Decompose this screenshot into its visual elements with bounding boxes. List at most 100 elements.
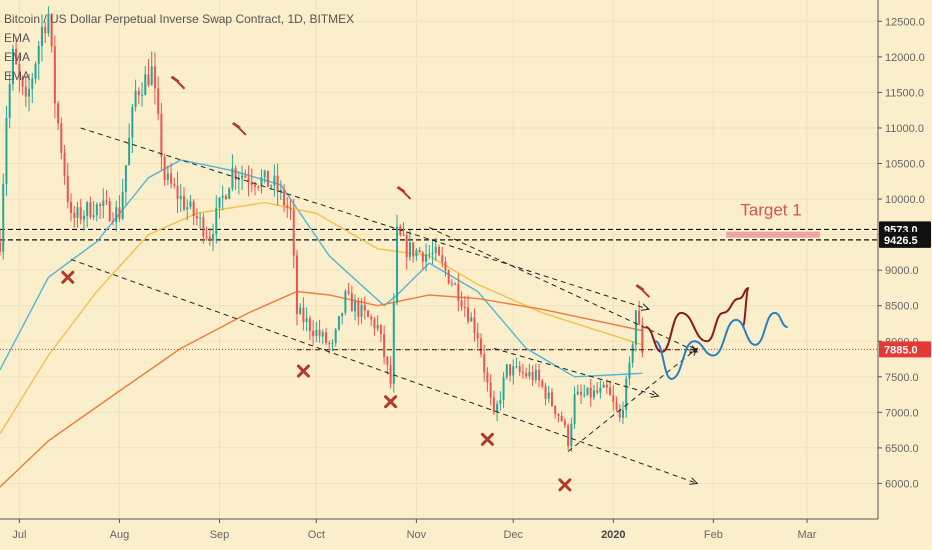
candle-body[interactable]	[195, 215, 198, 219]
candle-body[interactable]	[208, 236, 211, 240]
candle-body[interactable]	[241, 175, 244, 179]
candle-body[interactable]	[231, 168, 234, 189]
candle-body[interactable]	[363, 304, 366, 311]
candle-body[interactable]	[312, 330, 315, 336]
candle-body[interactable]	[260, 177, 263, 187]
candle-body[interactable]	[509, 364, 512, 376]
candle-body[interactable]	[60, 123, 63, 153]
candle-body[interactable]	[182, 196, 185, 210]
candle-body[interactable]	[573, 394, 576, 424]
candle-body[interactable]	[618, 409, 621, 418]
candle-body[interactable]	[15, 48, 18, 65]
candle-body[interactable]	[124, 165, 127, 192]
candle-body[interactable]	[157, 88, 160, 114]
candle-body[interactable]	[199, 217, 202, 219]
candle-body[interactable]	[0, 241, 2, 252]
candle-body[interactable]	[444, 261, 447, 271]
candle-body[interactable]	[315, 329, 318, 336]
candle-body[interactable]	[483, 354, 486, 373]
candle-body[interactable]	[147, 74, 150, 86]
candle-body[interactable]	[344, 291, 347, 313]
candle-body[interactable]	[386, 357, 389, 365]
candle-body[interactable]	[631, 344, 634, 363]
candle-body[interactable]	[479, 338, 482, 355]
candle-body[interactable]	[111, 220, 114, 222]
candle-body[interactable]	[73, 212, 76, 219]
candle-body[interactable]	[11, 48, 14, 85]
candle-body[interactable]	[192, 201, 195, 216]
candle-body[interactable]	[95, 204, 98, 216]
candle-body[interactable]	[638, 310, 641, 325]
candle-body[interactable]	[360, 304, 363, 317]
candle-body[interactable]	[602, 384, 605, 388]
candle-body[interactable]	[150, 66, 153, 86]
candle-body[interactable]	[354, 301, 357, 312]
candle-body[interactable]	[570, 423, 573, 447]
candle-body[interactable]	[337, 316, 340, 330]
candle-body[interactable]	[550, 392, 553, 406]
candle-body[interactable]	[218, 197, 221, 208]
candle-body[interactable]	[576, 391, 579, 395]
candle-body[interactable]	[376, 324, 379, 329]
candle-body[interactable]	[179, 196, 182, 199]
candle-body[interactable]	[299, 307, 302, 314]
candle-body[interactable]	[389, 364, 392, 384]
candle-body[interactable]	[331, 342, 334, 344]
candle-body[interactable]	[263, 170, 266, 178]
candle-body[interactable]	[50, 13, 53, 47]
candle-body[interactable]	[486, 372, 489, 383]
candle-body[interactable]	[44, 26, 47, 34]
candle-body[interactable]	[273, 175, 276, 186]
candle-body[interactable]	[596, 390, 599, 393]
candle-body[interactable]	[473, 317, 476, 333]
candle-body[interactable]	[373, 319, 376, 329]
candle-body[interactable]	[47, 13, 50, 34]
candle-body[interactable]	[228, 188, 231, 199]
candle-body[interactable]	[392, 302, 395, 384]
candle-body[interactable]	[441, 255, 444, 262]
candle-body[interactable]	[521, 371, 524, 374]
candle-body[interactable]	[302, 307, 305, 323]
candle-body[interactable]	[82, 215, 85, 220]
candle-body[interactable]	[99, 204, 102, 206]
candle-body[interactable]	[396, 226, 399, 303]
candle-body[interactable]	[244, 175, 247, 178]
candle-body[interactable]	[234, 168, 237, 180]
candle-body[interactable]	[57, 103, 60, 124]
candle-body[interactable]	[476, 332, 479, 339]
candle-body[interactable]	[53, 46, 56, 104]
candle-body[interactable]	[318, 329, 321, 337]
candle-body[interactable]	[254, 184, 257, 187]
candle-body[interactable]	[567, 425, 570, 447]
candle-body[interactable]	[257, 186, 260, 188]
candle-body[interactable]	[580, 391, 583, 395]
candle-body[interactable]	[502, 377, 505, 400]
legend-ema-3[interactable]: EMA	[4, 69, 30, 83]
candle-body[interactable]	[528, 371, 531, 377]
candle-body[interactable]	[408, 242, 411, 258]
candle-body[interactable]	[186, 207, 189, 210]
candle-body[interactable]	[121, 191, 124, 219]
candle-body[interactable]	[37, 45, 40, 64]
candle-body[interactable]	[205, 236, 208, 238]
candle-body[interactable]	[505, 364, 508, 378]
candle-body[interactable]	[189, 201, 192, 208]
candle-body[interactable]	[8, 84, 11, 118]
candle-body[interactable]	[40, 26, 43, 46]
candle-body[interactable]	[405, 235, 408, 258]
candle-body[interactable]	[470, 317, 473, 322]
candle-body[interactable]	[547, 392, 550, 399]
candle-body[interactable]	[279, 189, 282, 192]
candle-body[interactable]	[512, 366, 515, 376]
candle-body[interactable]	[334, 329, 337, 343]
candle-body[interactable]	[325, 332, 328, 344]
candle-body[interactable]	[212, 234, 215, 240]
candle-body[interactable]	[605, 384, 608, 388]
candle-body[interactable]	[173, 183, 176, 186]
candle-body[interactable]	[170, 173, 173, 184]
candle-body[interactable]	[612, 395, 615, 403]
candle-body[interactable]	[599, 387, 602, 393]
candle-body[interactable]	[221, 195, 224, 198]
candle-body[interactable]	[250, 182, 253, 185]
